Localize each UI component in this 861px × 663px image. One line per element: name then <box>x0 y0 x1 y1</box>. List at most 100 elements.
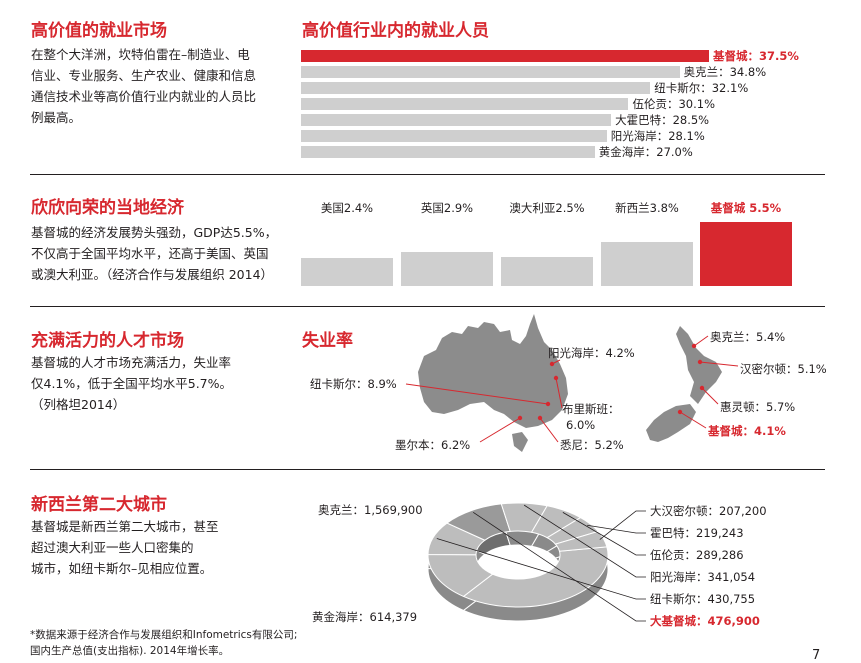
map-city-label: 惠灵顿：5.7% <box>720 400 796 414</box>
section2-line: 或澳大利亚。（经济合作与发展组织 2014） <box>31 267 274 282</box>
map-city-dot <box>517 415 523 421</box>
section4-line: 基督城是新西兰第二大城市，甚至 <box>31 519 219 534</box>
employment-bar <box>301 50 709 62</box>
map-city-label: 基督城：4.1% <box>708 424 786 438</box>
map-city-dot <box>677 409 683 415</box>
employment-bar-label: 大霍巴特：28.5% <box>615 113 710 127</box>
section1-line: 信业、专业服务、生产农业、健康和信息 <box>31 68 257 83</box>
map-city-label: 悉尼：5.2% <box>560 438 624 452</box>
tasmania-shape <box>512 432 528 452</box>
employment-bar <box>301 114 612 126</box>
gdp-bar-label: 英国2.9% <box>420 201 474 215</box>
gdp-bar-chart: 美国2.4% 英国2.9% 澳大利亚2.5% 新西兰3.8% 基督城 5.5% <box>0 0 861 300</box>
divider <box>30 174 825 175</box>
map-city-dot <box>697 359 703 365</box>
map-city-dot <box>699 385 705 391</box>
section1-line: 在整个大洋洲，坎特伯雷在–制造业、电 <box>31 47 250 62</box>
employment-bar-label: 奥克兰：34.8% <box>683 65 767 79</box>
employment-bar <box>301 82 651 94</box>
map-city-dot <box>553 375 559 381</box>
map-city-label: 纽卡斯尔：8.9% <box>310 377 397 391</box>
map-leader-line <box>699 361 739 367</box>
employment-bar-label: 黄金海岸：27.0% <box>598 145 693 159</box>
map-leader-line <box>405 383 549 405</box>
nz-north-island-shape <box>676 326 722 404</box>
section2-line: 不仅高于全国平均水平，还高于美国、英国 <box>31 246 269 261</box>
map-city-label: 布里斯班： <box>562 402 620 416</box>
section2-body: 基督城的经济发展势头强劲，GDP达5.5%， 不仅高于全国平均水平，还高于美国、… <box>31 222 301 285</box>
divider <box>30 469 825 470</box>
donut-label: 霍巴特：219,243 <box>650 526 744 540</box>
section2-title: 欣欣向荣的当地经济 <box>31 198 184 218</box>
donut-label: 奥克兰：1,569,900 <box>318 503 423 517</box>
donut-leader-line <box>436 538 646 600</box>
section1-line: 通信技术业等高价值行业内就业的人员比 <box>31 89 257 104</box>
map-city-label: 汉密尔顿：5.1% <box>740 362 827 376</box>
employment-bar <box>301 146 595 158</box>
section1-title: 高价值的就业市场 <box>31 21 167 41</box>
section4-line: 城市，如纽卡斯尔–见相应位置。 <box>31 561 213 576</box>
map-city-dot <box>537 415 543 421</box>
section1-body: 在整个大洋洲，坎特伯雷在–制造业、电 信业、专业服务、生产农业、健康和信息 通信… <box>31 44 286 128</box>
employment-chart-title: 高价值行业内的就业人员 <box>302 21 489 41</box>
donut-label: 大汉密尔顿：207,200 <box>650 504 767 518</box>
employment-bar-label: 基督城：37.5% <box>713 49 799 63</box>
gdp-bar-label: 澳大利亚2.5% <box>509 201 585 215</box>
map-leader-line <box>693 335 709 347</box>
donut-label: 伍伦贡：289,286 <box>650 548 744 562</box>
map-city-label: 墨尔本：6.2% <box>395 438 471 452</box>
gdp-bar-label: 基督城 5.5% <box>710 201 782 215</box>
donut-label: 大基督城：476,900 <box>650 614 760 628</box>
divider <box>30 306 825 307</box>
map-leader-line <box>701 387 719 405</box>
section4-body: 基督城是新西兰第二大城市，甚至 超过澳大利亚一些人口密集的 城市，如纽卡斯尔–见… <box>31 516 291 579</box>
map-leader-line <box>539 417 559 443</box>
donut-leader-line <box>562 511 646 556</box>
section1-line: 例最高。 <box>31 110 82 125</box>
employment-bar-label: 阳光海岸：28.1% <box>610 129 705 143</box>
section3-line: （列格坦2014） <box>31 397 126 412</box>
map-city-label: 奥克兰：5.4% <box>710 330 786 344</box>
employment-bar-label: 纽卡斯尔：32.1% <box>654 81 749 95</box>
footnote-line: *数据来源于经济合作与发展组织和Infometrics有限公司; <box>30 629 298 641</box>
australia-map-shape <box>418 314 568 428</box>
map-city-dot <box>549 361 555 367</box>
gdp-bar-label: 新西兰3.8% <box>615 201 679 215</box>
map-leader-line <box>555 377 563 409</box>
gdp-bar <box>601 241 693 286</box>
gdp-bar-label: 美国2.4% <box>320 201 374 215</box>
footnote-line: 国内生产总值(支出指标). 2014年增长率。 <box>30 645 230 657</box>
map-leader-line <box>479 417 521 443</box>
donut-label: 阳光海岸：341,054 <box>650 570 756 584</box>
donut-label: 黄金海岸：614,379 <box>312 610 418 624</box>
section4-title: 新西兰第二大城市 <box>31 495 167 515</box>
donut-leader-line <box>472 511 646 622</box>
donut-label: 纽卡斯尔：430,755 <box>650 592 756 606</box>
employment-bar <box>301 66 680 78</box>
unemployment-map-title: 失业率 <box>302 331 353 351</box>
donut-segment <box>462 546 609 608</box>
donut-leader-line <box>523 504 646 578</box>
unemployment-map <box>405 314 739 452</box>
map-city-dot <box>545 401 551 407</box>
gdp-bar <box>301 258 393 286</box>
employment-bar-chart: 基督城：37.5% 奥克兰：34.8% 纽卡斯尔：32.1% 伍伦贡：30.1% 大霍巴… <box>0 0 861 170</box>
page-number: 7 <box>812 648 821 663</box>
gdp-bar <box>401 252 493 286</box>
employment-bar-label: 伍伦贡：30.1% <box>632 97 716 111</box>
section4-line: 超过澳大利亚一些人口密集的 <box>31 540 194 555</box>
section3-title: 充满活力的人才市场 <box>31 331 184 351</box>
donut-leader-line <box>587 524 646 534</box>
map-city-label: 阳光海岸：4.2% <box>548 346 635 360</box>
section3-line: 基督城的人才市场充满活力，失业率 <box>31 355 232 370</box>
gdp-bar <box>501 256 593 286</box>
employment-bar <box>301 98 629 110</box>
section2-line: 基督城的经济发展势头强劲，GDP达5.5%， <box>31 225 278 240</box>
donut-leader-line <box>599 510 646 540</box>
gdp-bar <box>700 222 792 286</box>
nz-south-island-shape <box>646 404 696 442</box>
section3-line: 仅4.1%，低于全国平均水平5.7%。 <box>31 376 233 391</box>
map-leader-line <box>679 411 707 429</box>
map-city-dot <box>691 343 697 349</box>
